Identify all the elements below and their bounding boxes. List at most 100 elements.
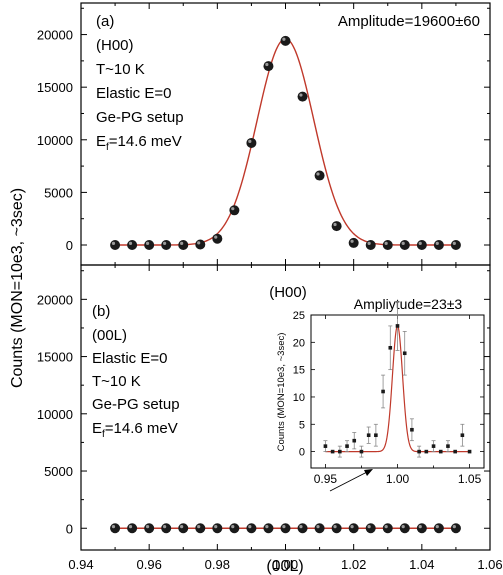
inset-y-tick-label: 10 xyxy=(293,392,305,404)
panel-a-y-tick-label: 20000 xyxy=(37,28,73,43)
panel-b-annotation-1: (00L) xyxy=(92,327,127,344)
panel-b-x-tick-label: 1.06 xyxy=(477,557,502,572)
panel-a-data-point xyxy=(110,240,121,251)
inset-y-tick-label: 20 xyxy=(293,337,305,349)
inset-data-point xyxy=(388,345,393,350)
panel-a-data-point-highlight xyxy=(384,241,388,246)
panel-b-data-point-highlight xyxy=(248,525,252,529)
inset-data-point xyxy=(338,449,342,454)
panel-b-y-tick-label: 15000 xyxy=(37,350,73,365)
panel-b-data-point-highlight xyxy=(452,525,456,529)
panel-a-data-points xyxy=(110,35,461,251)
panel-b-data-point xyxy=(280,523,291,534)
panel-b-data-point xyxy=(212,523,223,534)
panel-a-y-tick-label: 15000 xyxy=(37,80,73,95)
inset-x-tick-label: 1.00 xyxy=(386,472,410,486)
inset-data-point xyxy=(366,433,371,438)
panel-a-data-point xyxy=(331,221,342,232)
panel-b-data-point-highlight xyxy=(180,525,184,529)
panel-a-y-ticks: 0 5000 10000 15000 20000 xyxy=(37,7,490,253)
inset-x-tick-label: 1.05 xyxy=(458,472,482,486)
panel-b-data-point-highlight xyxy=(350,525,354,529)
panel-a-data-point-highlight xyxy=(316,172,320,176)
panel-b-data-point xyxy=(450,523,461,534)
panel-b-data-point xyxy=(127,523,138,534)
inset-data-point xyxy=(453,449,457,454)
inset-data-point xyxy=(395,324,400,328)
panel-b-data-point-highlight xyxy=(418,525,422,529)
panel-b-annotation-3: T~10 K xyxy=(92,373,141,390)
panel-b-x-tick-label: 0.96 xyxy=(137,557,162,572)
panel-b-ef-label: Ef=14.6 meV xyxy=(92,420,178,440)
inset-y-tick-label: 15 xyxy=(293,365,305,377)
panel-a-data-point xyxy=(178,240,189,251)
panel-a-data-point-highlight xyxy=(435,241,439,246)
panel-a-data-point xyxy=(450,240,461,251)
panel-a-data-point xyxy=(195,239,206,250)
panel-a-data-point xyxy=(212,233,223,244)
panel-a-data-point xyxy=(348,237,359,248)
panel-a-data-point xyxy=(127,240,138,251)
panel-a-data-point xyxy=(382,240,393,251)
panel-a-data-point-highlight xyxy=(299,93,303,97)
panel-b-data-point xyxy=(348,523,359,534)
panel-b-x-tick-label: 1.02 xyxy=(341,557,366,572)
inset-data-point xyxy=(374,433,378,438)
panel-b-data-point xyxy=(365,523,376,534)
panel-a-annotation-2: T~10 K xyxy=(96,61,145,78)
panel-a-annotation-1: (H00) xyxy=(96,37,134,54)
panel-b-data-point-highlight xyxy=(333,525,337,529)
panel-b-data-point-highlight xyxy=(197,525,201,529)
panel-b-x-tick-label: 0.94 xyxy=(68,557,93,572)
panel-a-data-point-highlight xyxy=(282,37,286,41)
panel-b: 0 5000 10000 15000 20000 0.94 0.96 0.98 1.00 1.0… xyxy=(37,264,503,575)
inset-arrowhead xyxy=(364,469,373,476)
panel-b-data-point xyxy=(297,523,308,534)
panel-b-data-point-highlight xyxy=(384,525,388,529)
panel-a-data-point-highlight xyxy=(452,241,456,246)
inset-arrow xyxy=(329,470,370,492)
panel-a-data-point xyxy=(314,170,325,181)
panel-b-y-tick-label: 20000 xyxy=(37,292,73,307)
panel-b-data-point-highlight xyxy=(145,525,150,529)
panel-a-data-point-highlight xyxy=(401,241,405,246)
inset-data-point xyxy=(417,449,421,454)
inset-data-point xyxy=(345,444,349,448)
panel-b-data-points xyxy=(110,523,461,534)
panel-a-label: (a) xyxy=(96,13,114,30)
panel-a-data-point xyxy=(416,240,427,251)
panel-b-data-point-highlight xyxy=(163,525,167,529)
panel-b-y-tick-label: 5000 xyxy=(44,464,73,479)
panel-a-data-point-highlight xyxy=(265,62,269,67)
panel-a-data-point-highlight xyxy=(248,139,252,143)
panel-a-data-point-highlight xyxy=(145,241,150,246)
inset-amplitude: Ampliytude=23±3 xyxy=(354,296,463,312)
panel-a-data-point-highlight xyxy=(231,207,235,211)
panel-a-data-point xyxy=(229,205,240,216)
panel-b-data-point xyxy=(433,523,444,534)
inset-y-tick-label: 0 xyxy=(299,447,305,459)
panel-b-data-point-highlight xyxy=(128,525,133,529)
panel-b-data-point xyxy=(399,523,410,534)
panel-b-data-point xyxy=(110,523,121,534)
panel-a-data-point xyxy=(161,240,172,251)
panel-a-data-point-highlight xyxy=(367,241,371,246)
panel-b-data-point-highlight xyxy=(367,525,371,529)
inset-data-point xyxy=(352,438,357,443)
panel-b-data-point-highlight xyxy=(316,525,320,529)
panel-a-data-point-highlight xyxy=(180,241,184,246)
panel-b-annotation-2: Elastic E=0 xyxy=(92,350,167,367)
panel-a-data-point-highlight xyxy=(111,241,116,246)
panel-b-x-tick-label: 0.98 xyxy=(205,557,230,572)
panel-b-x-tick-label: 1.04 xyxy=(409,557,434,572)
panel-b-data-point xyxy=(382,523,393,534)
panel-a-data-point-highlight xyxy=(214,235,218,239)
panel-a-data-point xyxy=(297,91,308,102)
panel-a: 0 5000 10000 15000 20000 (a) Amplitude=19600… xyxy=(37,2,491,266)
inset-data-point xyxy=(424,449,429,454)
panel-b-data-point-highlight xyxy=(265,525,269,529)
inset-data-point xyxy=(467,449,472,454)
panel-b-data-point-highlight xyxy=(299,525,303,529)
inset-data-point xyxy=(381,389,385,394)
panel-b-data-point-highlight xyxy=(231,525,235,529)
